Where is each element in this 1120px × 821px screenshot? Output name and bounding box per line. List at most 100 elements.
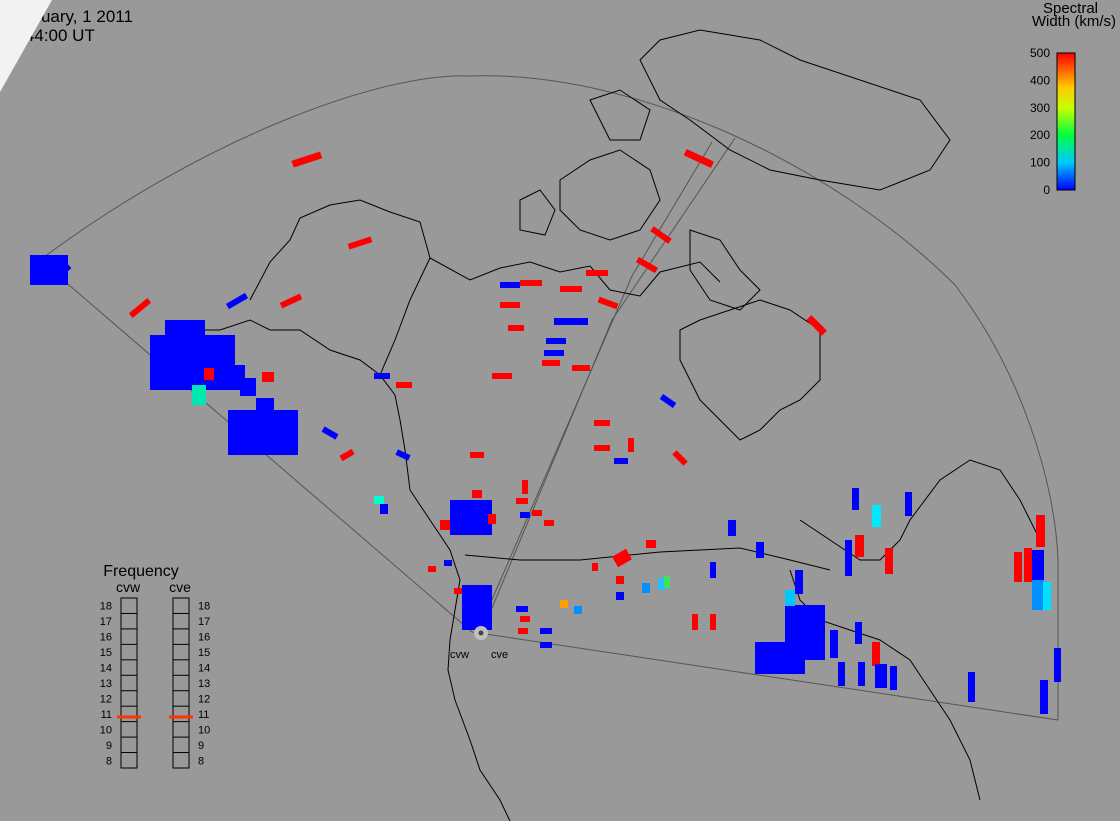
echo-cell [890,666,897,690]
echo-cell [628,438,634,452]
echo-cell [586,270,608,276]
echo-cell [1024,548,1032,582]
legend-tick-label: 100 [1030,156,1050,170]
legend-tick-label: 0 [1043,183,1050,197]
echo-cell [396,382,412,388]
echo-cell [635,256,659,274]
echo-cell [444,560,452,566]
echo-cell [852,488,859,510]
echo-cell [192,385,206,405]
echo-cell [50,263,72,283]
frequency-col-label-east: cve [169,579,191,595]
echo-cell [544,520,554,526]
echo-cell [830,630,838,658]
echo-cell [692,614,698,630]
echo-cell [492,373,512,379]
echo-cell [518,628,528,634]
echo-cell [838,662,845,686]
echo-cell [262,372,274,382]
frequency-tick-label-east: 17 [198,616,210,628]
echo-cell [646,540,656,548]
echo-cell [516,498,528,504]
legend-tick-label: 300 [1030,101,1050,115]
legend-tick-label: 200 [1030,128,1050,142]
echo-cell [664,576,670,588]
echo-cell [1030,550,1044,580]
echo-cell [374,496,384,504]
echo-cell [374,373,390,379]
echo-cell [806,315,827,336]
arctic-island-2 [519,189,556,236]
echo-cell [165,320,205,340]
echo-cell [1040,680,1048,714]
legend-title-line2: Width (km/s) [1032,13,1116,30]
frequency-tick-label-west: 8 [106,755,112,767]
pacific-coast [159,319,511,821]
echo-cell [520,512,530,518]
east-coast [799,459,1041,561]
frequency-tick-label-east: 9 [198,740,204,752]
echo-cell [785,590,795,606]
frequency-tick-label-east: 16 [198,632,210,644]
echo-cell [683,148,714,168]
echo-cell [240,378,256,396]
corner-blank [0,0,52,92]
echo-cell [347,236,373,250]
echo-cell [855,535,864,557]
echo-cell [597,296,619,310]
echo-cell [875,664,887,688]
echo-cell [516,606,528,612]
echo-cell [658,578,666,590]
frequency-marker-east [169,715,193,719]
echo-cell [128,297,152,319]
fov-inner-edge-2 [481,137,736,633]
frequency-tick-label-west: 9 [106,740,112,752]
arctic-island-1 [559,149,661,241]
echo-cell [560,286,582,292]
color-legend: Spectral Width (km/s) 0 100 200 300 400 500 [1030,0,1116,197]
frequency-tick-label-east: 10 [198,724,210,736]
echo-cell [540,642,552,648]
echo-cell [500,282,520,288]
echo-cell [256,398,274,412]
echo-cell [520,616,530,622]
frequency-title: Frequency [103,563,179,580]
echo-cell [728,520,736,536]
arctic-island-3 [589,89,651,141]
echo-cell [544,350,564,356]
echo-cell [380,504,388,514]
echo-cell [225,292,249,310]
echo-cell [858,662,865,686]
echo-cells [30,148,1061,714]
echo-cell [592,563,598,571]
us-canada-border [464,547,831,571]
baffin-island [689,229,761,311]
echo-cell [872,505,881,527]
echo-cell [1043,582,1051,610]
frequency-tick-label-east: 13 [198,678,210,690]
frequency-tick-label-east: 8 [198,755,204,767]
echo-cell [395,449,411,461]
echo-cell [228,410,298,455]
echo-cell [542,360,560,366]
echo-cell [659,393,677,409]
echo-cell [855,622,862,644]
echo-cell [594,420,610,426]
echo-cell [560,600,568,608]
frequency-tick-label-east: 12 [198,693,210,705]
echo-cell [440,520,450,530]
frequency-marker-west [117,715,141,719]
echo-cell [756,542,764,558]
fov-east-edge [471,631,1059,721]
echo-cell [488,514,496,524]
frequency-tick-label-west: 16 [100,632,112,644]
echo-cell [650,226,672,244]
echo-cell [554,318,588,325]
echo-cell [462,585,492,630]
echo-cell [710,562,716,578]
echo-cell [710,614,716,630]
frequency-tick-label-east: 18 [198,601,210,613]
echo-cell [872,642,880,666]
